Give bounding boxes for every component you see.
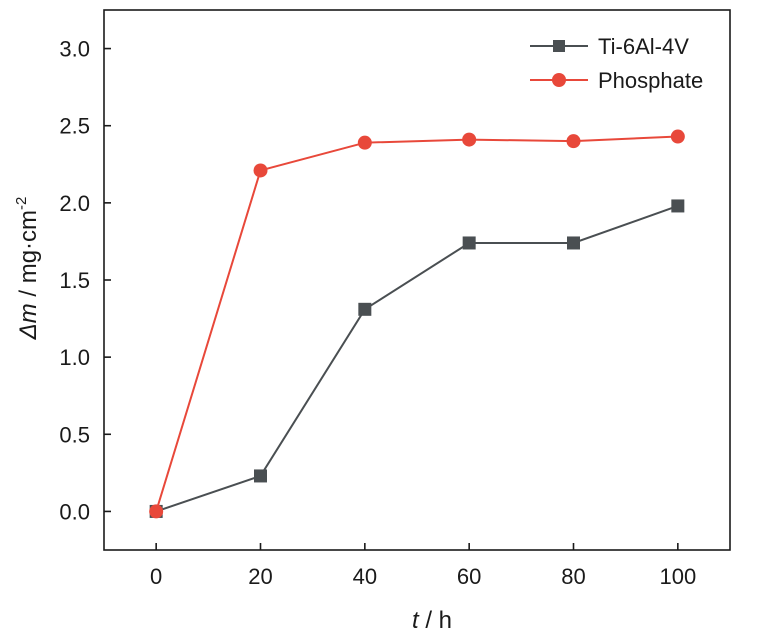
series-layer (149, 129, 685, 519)
data-point-phosphate (566, 134, 581, 149)
data-point-ti-6al-4v (567, 236, 580, 250)
legend-item-phosphate: Phosphate (530, 68, 703, 93)
data-point-phosphate (253, 163, 268, 178)
legend-label-ti-6al-4v: Ti-6Al-4V (598, 34, 689, 59)
legend-label-phosphate: Phosphate (598, 68, 703, 93)
series-line-ti-6al-4v (155, 205, 679, 513)
x-tick-label: 40 (353, 564, 377, 589)
data-point-phosphate (149, 504, 164, 519)
data-point-ti-6al-4v (462, 236, 476, 250)
x-axis-label: t / h (412, 607, 452, 634)
y-tick-label: 0.5 (59, 422, 90, 447)
legend-item-ti-6al-4v: Ti-6Al-4V (530, 34, 689, 59)
legend-marker-ti-6al-4v (553, 40, 565, 52)
data-point-phosphate (357, 135, 372, 150)
x-tick-label: 20 (248, 564, 272, 589)
y-tick-label: 1.5 (59, 268, 90, 293)
data-point-ti-6al-4v (358, 302, 372, 316)
legend: Ti-6Al-4V Phosphate (530, 34, 703, 93)
x-tick-label: 100 (659, 564, 696, 589)
data-point-ti-6al-4v (254, 469, 267, 483)
data-point-ti-6al-4v (671, 199, 685, 213)
x-tick-label: 80 (561, 564, 585, 589)
y-tick-label: 3.0 (59, 37, 90, 62)
data-point-phosphate (670, 129, 685, 144)
legend-marker-phosphate (552, 73, 566, 87)
data-point-phosphate (462, 132, 477, 147)
x-axis-ticks: 0 20 40 60 80 100 (150, 543, 696, 589)
y-axis-ticks: 0.0 0.5 1.0 1.5 2.0 2.5 3.0 (59, 37, 111, 524)
y-axis-label: Δm / mg·cm-2 (13, 197, 42, 341)
y-tick-label: 1.0 (59, 345, 90, 370)
y-tick-label: 0.0 (59, 499, 90, 524)
series-line-phosphate (155, 135, 678, 512)
y-tick-label: 2.5 (59, 114, 90, 139)
x-tick-label: 60 (457, 564, 481, 589)
x-tick-label: 0 (150, 564, 162, 589)
y-tick-label: 2.0 (59, 191, 90, 216)
